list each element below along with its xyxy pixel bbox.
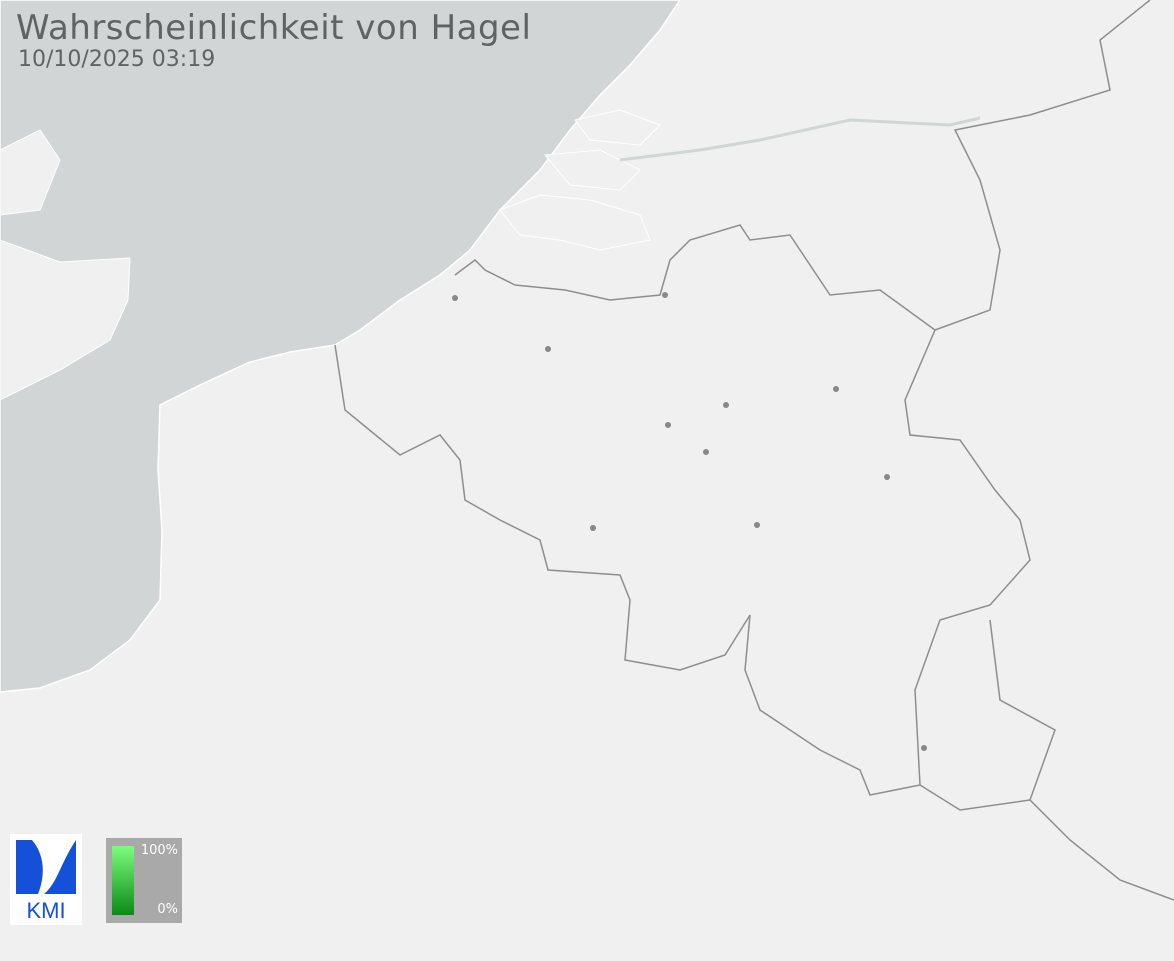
island-zeeland xyxy=(499,194,651,251)
land-england-north xyxy=(0,129,61,216)
map-title: Wahrscheinlichkeit von Hagel xyxy=(16,8,532,48)
city-dot[interactable] xyxy=(590,525,596,531)
city-dot[interactable] xyxy=(921,745,927,751)
kmi-logo: KMI xyxy=(10,834,82,925)
city-dot[interactable] xyxy=(754,522,760,528)
probability-legend: 100% 0% xyxy=(106,838,182,923)
city-dot[interactable] xyxy=(884,474,890,480)
svg-text:KMI: KMI xyxy=(26,898,65,923)
city-dot[interactable] xyxy=(452,295,458,301)
border-belgium xyxy=(334,224,1031,796)
city-dot[interactable] xyxy=(665,422,671,428)
city-dot[interactable] xyxy=(703,449,709,455)
legend-min-label: 0% xyxy=(157,902,178,917)
land-england xyxy=(0,239,131,401)
river-rhine xyxy=(619,116,981,162)
city-dot[interactable] xyxy=(833,386,839,392)
sea xyxy=(0,0,681,693)
legend-color-bar xyxy=(112,846,134,915)
border-luxembourg xyxy=(919,619,1056,811)
legend-max-label: 100% xyxy=(140,843,178,858)
cities xyxy=(452,292,927,751)
city-dot[interactable] xyxy=(545,346,551,352)
border-germany-netherlands xyxy=(934,0,1151,331)
island-zeeland-2 xyxy=(544,149,641,191)
city-dot[interactable] xyxy=(662,292,668,298)
city-dot[interactable] xyxy=(723,402,729,408)
border-germany-france xyxy=(1029,799,1174,901)
island-zeeland-3 xyxy=(574,109,661,146)
timestamp: 10/10/2025 03:19 xyxy=(18,47,216,72)
